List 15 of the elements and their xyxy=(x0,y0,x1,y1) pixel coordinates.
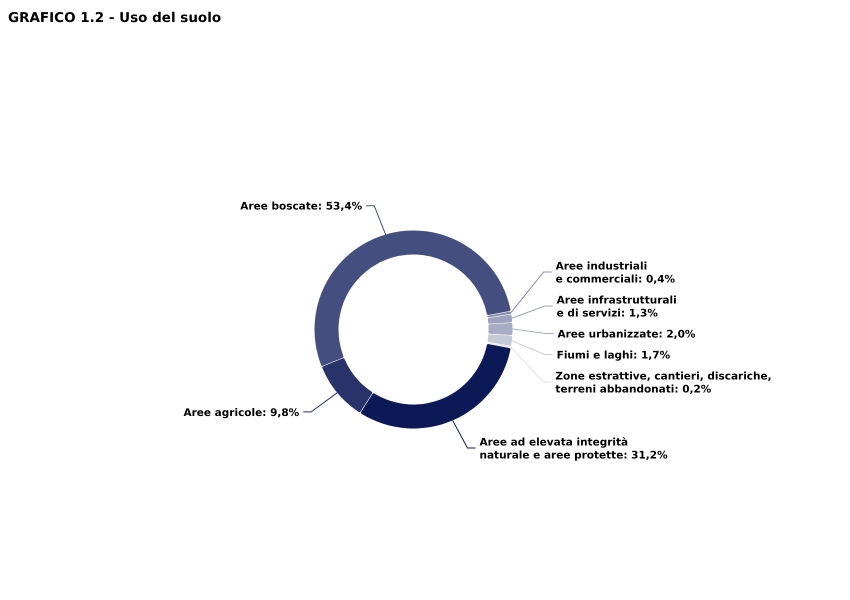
slice-label: Aree urbanizzate: 2,0% xyxy=(558,328,696,340)
slice-label: Aree boscate: 53,4% xyxy=(240,200,363,213)
donut-slice xyxy=(487,312,512,318)
donut-slice xyxy=(488,334,512,346)
donut-slice xyxy=(314,230,510,366)
donut-slice xyxy=(360,344,510,428)
slice-label: Aree agricole: 9,8% xyxy=(183,406,300,419)
slice-label: Aree infrastrutturali e di servizi: 1,3% xyxy=(556,294,677,320)
slice-label: Zone estrattive, cantieri, discariche, terreni abbandonati: 0,2% xyxy=(555,370,772,396)
slice-label: Fiumi e laghi: 1,7% xyxy=(556,349,671,362)
donut-slice xyxy=(487,342,511,348)
donut-slice xyxy=(322,358,372,412)
slice-label: Aree industriali e commerciali: 0,4% xyxy=(556,260,676,286)
chart-title: GRAFICO 1.2 - Uso del suolo xyxy=(8,10,222,26)
slice-label: Aree ad elevata integrità naturale e aree protette: 31,2% xyxy=(480,436,668,462)
